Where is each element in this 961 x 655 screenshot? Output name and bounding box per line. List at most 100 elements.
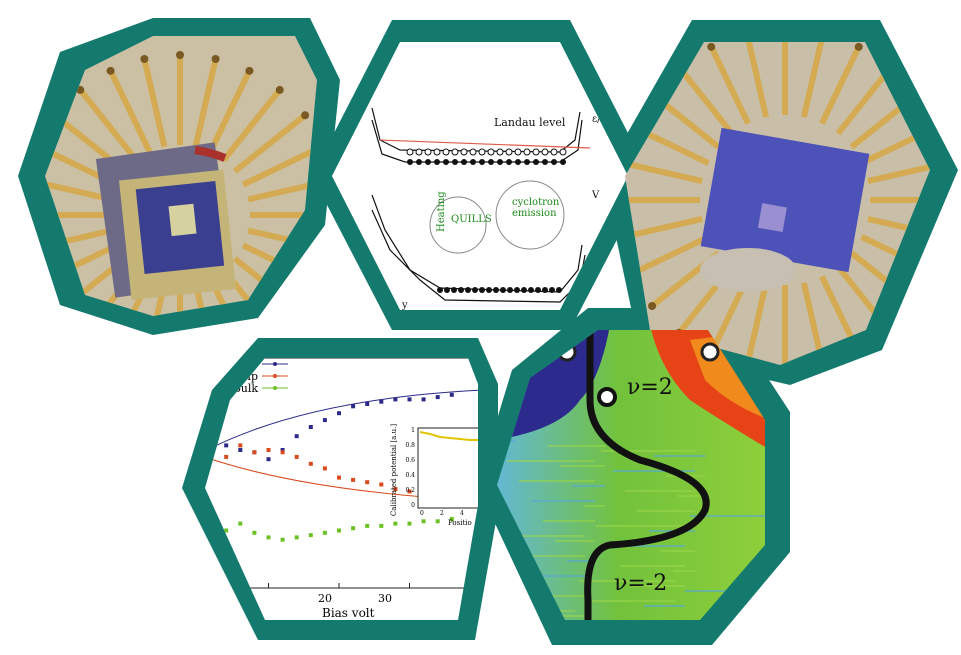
- scan-row: [632, 585, 685, 587]
- gold-trace: [107, 69, 153, 154]
- scan-row: [601, 450, 695, 452]
- bond-pad: [107, 355, 115, 363]
- bond-pad: [76, 336, 84, 344]
- cyclotron-label: cyclotron: [512, 197, 560, 208]
- filled-state-dot: [479, 159, 485, 165]
- data-point: [294, 535, 299, 540]
- bond-pad: [913, 301, 922, 310]
- empty-state-dot: [469, 148, 477, 156]
- data-point: [308, 425, 313, 429]
- filled-state-dot: [556, 287, 562, 293]
- x-axis-ticks: [268, 583, 410, 588]
- x-axis-label: Bias volt: [322, 606, 375, 620]
- data-point: [337, 528, 341, 533]
- filled-state-dot: [549, 287, 555, 293]
- data-point: [421, 519, 426, 524]
- data-point: [407, 397, 412, 402]
- bond-pad: [301, 111, 310, 120]
- scan-row: [673, 570, 695, 572]
- filled-state-dot: [443, 159, 449, 165]
- bond-pad: [50, 310, 59, 316]
- scan-row: [555, 540, 595, 542]
- data-point: [322, 418, 327, 423]
- inset-xtick: 0: [420, 510, 424, 517]
- bond-pad: [140, 367, 148, 375]
- scan-row: [690, 515, 765, 517]
- filled-state-dot: [470, 159, 476, 165]
- data-point: [252, 530, 257, 535]
- data-point: [266, 535, 271, 540]
- data-point: [435, 395, 440, 400]
- data-point: [351, 404, 356, 409]
- inset-ytick: 0.4: [405, 472, 415, 479]
- gold-trace: [867, 159, 930, 185]
- data-point: [280, 448, 285, 452]
- gold-trace: [630, 234, 710, 277]
- gold-trace: [45, 176, 113, 203]
- scan-row: [519, 480, 595, 482]
- gold-trace: [192, 282, 219, 316]
- data-point: [393, 487, 398, 492]
- scan-row: [625, 490, 695, 492]
- data-point: [294, 454, 299, 459]
- data-point: [351, 526, 356, 531]
- empty-state-dot: [541, 148, 549, 156]
- empty-state-dot: [451, 148, 459, 156]
- filled-state-dot: [533, 159, 539, 165]
- inset-xtick: 4: [460, 510, 464, 517]
- filled-state-dot: [507, 287, 513, 293]
- filled-state-dot: [407, 159, 413, 165]
- scan-row: [637, 510, 695, 512]
- data-point: [449, 517, 454, 521]
- scan-row: [526, 575, 585, 577]
- scan-row: [596, 525, 685, 527]
- empty-state-dot: [415, 148, 423, 156]
- filled-state-dot: [425, 159, 431, 165]
- gold-trace: [835, 65, 894, 136]
- data-point: [393, 397, 398, 402]
- bond-pad: [934, 270, 942, 278]
- empty-state-dot: [550, 148, 558, 156]
- empty-state-dot: [532, 148, 540, 156]
- filled-state-dot: [528, 287, 534, 293]
- bond-pad: [320, 280, 328, 288]
- bond-pad: [332, 247, 340, 255]
- data-point: [294, 434, 299, 439]
- inset-xlabel: Positio: [448, 519, 472, 527]
- empty-state-dot: [442, 148, 450, 156]
- data-point: [266, 457, 271, 462]
- data-point: [280, 537, 285, 542]
- data-point: [266, 448, 271, 452]
- data-point: [308, 533, 313, 538]
- voltage-axis-label: V: [591, 190, 600, 201]
- empty-state-dot: [406, 148, 414, 156]
- marker-dot: [700, 342, 720, 362]
- quills-label: QUILLS: [451, 214, 492, 225]
- filled-state-dot: [497, 159, 503, 165]
- filled-state-dot: [535, 287, 541, 293]
- gold-trace: [676, 65, 735, 136]
- filled-state-dot: [472, 287, 478, 293]
- landau-diagram: Landau level ε/e V y Heating QUILLS cycl…: [332, 42, 628, 310]
- inset-ylabel: Calibrated potential [a.u.]: [390, 424, 398, 516]
- filled-state-dot: [461, 159, 467, 165]
- empty-state-dot: [496, 148, 504, 156]
- filled-state-dot: [524, 159, 530, 165]
- gold-trace: [141, 282, 168, 316]
- bond-pad: [648, 301, 657, 310]
- empty-state-dot: [514, 148, 522, 156]
- zoom-circle-cyclotron: [495, 180, 565, 250]
- bond-pad: [140, 55, 149, 64]
- gold-trace: [192, 58, 219, 148]
- bond-pad: [707, 42, 716, 51]
- bond-pad: [951, 196, 959, 204]
- filled-state-dot: [488, 159, 494, 165]
- landau-level-label: Landau level: [494, 116, 566, 129]
- filled-state-dot: [444, 287, 450, 293]
- empty-state-dot: [433, 148, 441, 156]
- data-point: [224, 528, 229, 533]
- gold-trace: [744, 282, 770, 365]
- bond-pad: [854, 42, 863, 51]
- scan-row: [502, 535, 585, 537]
- data-point: [351, 477, 356, 482]
